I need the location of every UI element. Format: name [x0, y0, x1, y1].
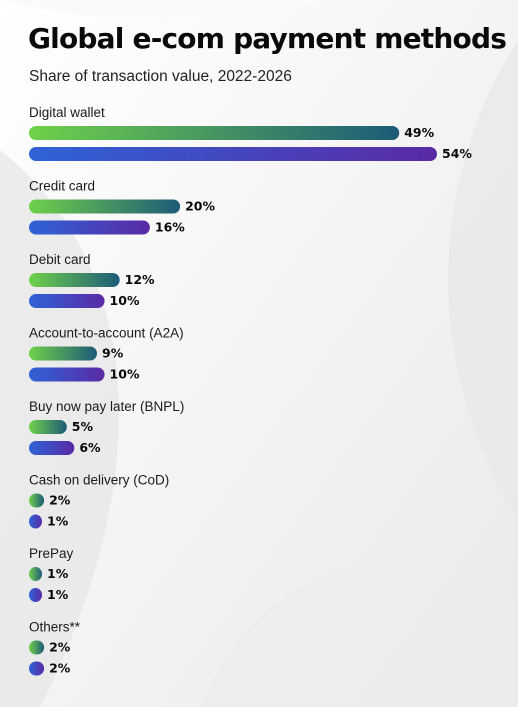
value-label-credit-card-b: 16% [155, 220, 185, 235]
category-label-others: Others** [29, 620, 81, 635]
category-label-account-to-account-a2a: Account-to-account (A2A) [29, 326, 184, 341]
bar-debit-card-b [29, 294, 105, 308]
bar-cash-on-delivery-cod-a [29, 493, 45, 508]
value-label-others-b: 2% [49, 661, 71, 676]
category-label-prepay: PrePay [29, 546, 74, 561]
value-label-cash-on-delivery-cod-a: 2% [49, 493, 71, 508]
bar-others-a [29, 640, 45, 655]
category-label-debit-card: Debit card [29, 252, 91, 267]
bar-digital-wallet-a [29, 126, 400, 140]
category-label-cash-on-delivery-cod: Cash on delivery (CoD) [29, 473, 169, 488]
value-label-digital-wallet-a: 49% [404, 125, 434, 140]
category-label-digital-wallet: Digital wallet [29, 105, 105, 120]
value-label-debit-card-a: 12% [125, 272, 155, 287]
bar-credit-card-a [29, 199, 181, 214]
value-label-cash-on-delivery-cod-b: 1% [47, 514, 69, 529]
bar-buy-now-pay-later-bnpl-a [29, 420, 67, 434]
page-title: Global e-com payment methods [28, 22, 507, 55]
value-label-credit-card-a: 20% [185, 199, 215, 214]
value-label-prepay-b: 1% [47, 587, 69, 602]
bar-account-to-account-a2a-b [29, 367, 105, 382]
bar-others-b [29, 661, 45, 676]
value-label-debit-card-b: 10% [110, 293, 140, 308]
bar-account-to-account-a2a-a [29, 346, 97, 361]
category-label-credit-card: Credit card [29, 179, 95, 194]
bar-prepay-a [29, 567, 42, 581]
value-label-account-to-account-a2a-a: 9% [102, 346, 124, 361]
bar-debit-card-a [29, 273, 120, 287]
value-label-buy-now-pay-later-bnpl-b: 6% [79, 440, 101, 455]
value-label-prepay-a: 1% [47, 566, 69, 581]
value-label-account-to-account-a2a-b: 10% [110, 367, 140, 382]
value-label-buy-now-pay-later-bnpl-a: 5% [72, 419, 94, 434]
value-label-digital-wallet-b: 54% [442, 146, 472, 161]
page-subtitle: Share of transaction value, 2022-2026 [29, 68, 292, 85]
value-label-others-a: 2% [49, 640, 71, 655]
bar-prepay-b [29, 588, 42, 602]
bar-cash-on-delivery-cod-b [29, 514, 42, 529]
bar-buy-now-pay-later-bnpl-b [29, 441, 75, 455]
bar-credit-card-b [29, 220, 150, 235]
bar-digital-wallet-b [29, 147, 437, 161]
category-label-buy-now-pay-later-bnpl: Buy now pay later (BNPL) [29, 399, 184, 414]
